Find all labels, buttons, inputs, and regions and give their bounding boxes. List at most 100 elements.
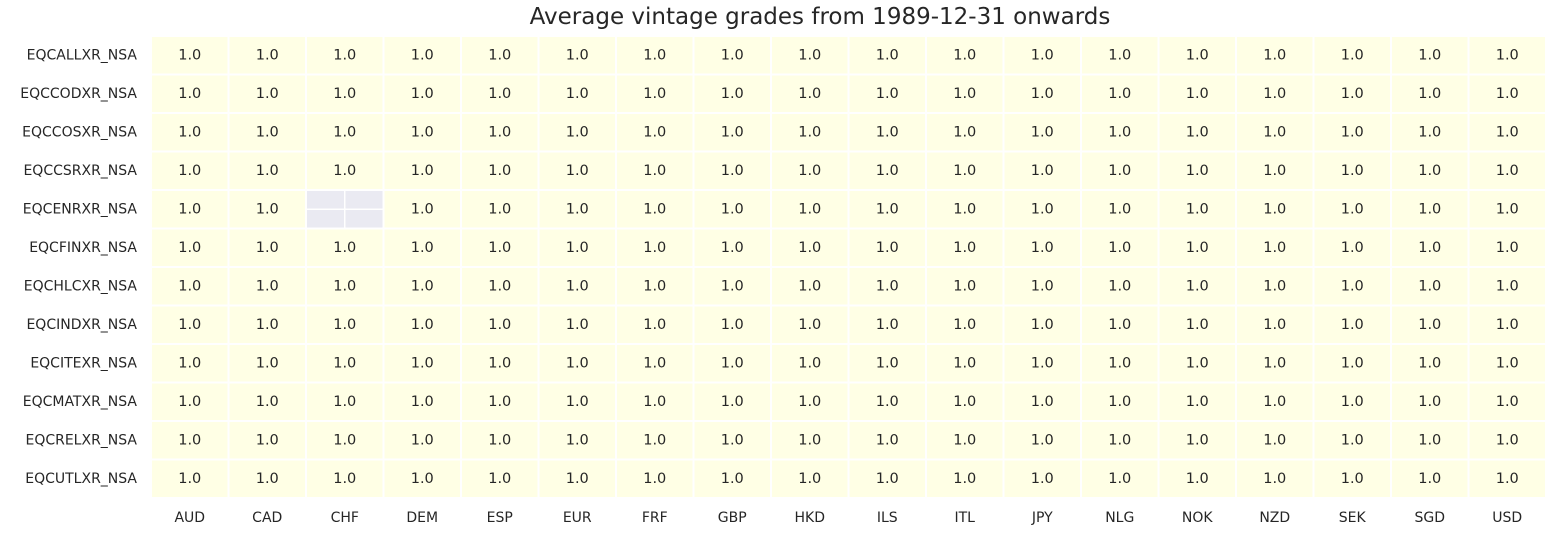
cell-value-label: 1.0 bbox=[1031, 201, 1054, 217]
cell-value-label: 1.0 bbox=[488, 201, 511, 217]
cell-value-label: 1.0 bbox=[1186, 86, 1209, 102]
heatmap-cell bbox=[1082, 422, 1158, 459]
heatmap-cell bbox=[1159, 460, 1235, 497]
heatmap-cell bbox=[927, 114, 1003, 151]
heatmap-cell bbox=[772, 268, 848, 305]
cell-value-label: 1.0 bbox=[411, 124, 434, 140]
cell-value-label: 1.0 bbox=[1496, 471, 1519, 487]
cell-value-label: 1.0 bbox=[876, 317, 899, 333]
heatmap-cell bbox=[384, 460, 460, 497]
heatmap-cell bbox=[462, 422, 538, 459]
heatmap-cell bbox=[229, 37, 305, 74]
heatmap-cell bbox=[927, 268, 1003, 305]
heatmap-cell bbox=[1392, 75, 1468, 112]
cell-value-label: 1.0 bbox=[798, 163, 821, 179]
cell-value-label: 1.0 bbox=[566, 432, 589, 448]
heatmap-cell bbox=[307, 37, 383, 74]
heatmap-cell bbox=[307, 422, 383, 459]
cell-value-label: 1.0 bbox=[876, 471, 899, 487]
heatmap-cell bbox=[539, 229, 615, 266]
heatmap-cell bbox=[849, 345, 925, 382]
heatmap-cell bbox=[694, 152, 770, 189]
cell-value-label: 1.0 bbox=[488, 278, 511, 294]
heatmap-cell bbox=[1159, 114, 1235, 151]
heatmap-cell bbox=[229, 268, 305, 305]
x-tick-label: ILS bbox=[877, 510, 898, 526]
x-tick-label: SEK bbox=[1339, 510, 1367, 526]
heatmap-cell bbox=[229, 75, 305, 112]
cell-value-label: 1.0 bbox=[411, 86, 434, 102]
heatmap-cell bbox=[617, 229, 693, 266]
heatmap-cell bbox=[694, 229, 770, 266]
cell-value-label: 1.0 bbox=[1341, 240, 1364, 256]
heatmap-cell bbox=[1082, 306, 1158, 343]
cell-value-label: 1.0 bbox=[1418, 124, 1441, 140]
heatmap-cell bbox=[849, 114, 925, 151]
cell-value-label: 1.0 bbox=[721, 394, 744, 410]
heatmap-cell bbox=[1392, 229, 1468, 266]
cell-value-label: 1.0 bbox=[333, 240, 356, 256]
cell-value-label: 1.0 bbox=[953, 355, 976, 371]
cell-value-label: 1.0 bbox=[1341, 201, 1364, 217]
cell-value-label: 1.0 bbox=[178, 201, 201, 217]
heatmap-cell bbox=[1004, 460, 1080, 497]
heatmap-cell bbox=[152, 229, 228, 266]
cell-value-label: 1.0 bbox=[953, 278, 976, 294]
cell-value-label: 1.0 bbox=[1341, 86, 1364, 102]
heatmap-cell bbox=[694, 306, 770, 343]
heatmap-cell bbox=[1004, 191, 1080, 228]
heatmap-cell bbox=[617, 460, 693, 497]
heatmap-cell bbox=[1004, 229, 1080, 266]
cell-value-label: 1.0 bbox=[1108, 240, 1131, 256]
cell-value-label: 1.0 bbox=[1496, 278, 1519, 294]
cell-value-label: 1.0 bbox=[643, 432, 666, 448]
cell-value-label: 1.0 bbox=[178, 471, 201, 487]
heatmap-cell bbox=[849, 306, 925, 343]
heatmap-cell bbox=[229, 191, 305, 228]
cell-value-label: 1.0 bbox=[411, 394, 434, 410]
x-tick-label: CHF bbox=[331, 510, 359, 526]
heatmap-cell bbox=[694, 114, 770, 151]
cell-value-label: 1.0 bbox=[488, 471, 511, 487]
cell-value-label: 1.0 bbox=[1031, 163, 1054, 179]
heatmap-cell bbox=[617, 37, 693, 74]
heatmap-cell bbox=[462, 75, 538, 112]
heatmap-cell bbox=[772, 345, 848, 382]
cell-value-label: 1.0 bbox=[1496, 317, 1519, 333]
heatmap-cell bbox=[1082, 191, 1158, 228]
heatmap-cell bbox=[462, 152, 538, 189]
heatmap-cell bbox=[927, 345, 1003, 382]
cell-value-label: 1.0 bbox=[1496, 432, 1519, 448]
cell-value-label: 1.0 bbox=[876, 47, 899, 63]
heatmap-cell bbox=[1314, 383, 1390, 420]
cell-value-label: 1.0 bbox=[876, 432, 899, 448]
cell-value-label: 1.0 bbox=[1108, 317, 1131, 333]
heatmap-cell bbox=[1392, 383, 1468, 420]
heatmap-cell bbox=[1004, 383, 1080, 420]
heatmap-cell bbox=[694, 268, 770, 305]
cell-value-label: 1.0 bbox=[1263, 163, 1286, 179]
heatmap-cell bbox=[772, 383, 848, 420]
cell-value-label: 1.0 bbox=[256, 471, 279, 487]
heatmap-cell bbox=[1159, 75, 1235, 112]
heatmap-cell bbox=[1004, 306, 1080, 343]
cell-value-label: 1.0 bbox=[721, 201, 744, 217]
cell-value-label: 1.0 bbox=[488, 355, 511, 371]
cell-value-label: 1.0 bbox=[1186, 394, 1209, 410]
cell-value-label: 1.0 bbox=[488, 124, 511, 140]
cell-value-label: 1.0 bbox=[1496, 124, 1519, 140]
heatmap-cell bbox=[307, 460, 383, 497]
cell-value-label: 1.0 bbox=[1031, 355, 1054, 371]
heatmap-cell bbox=[1082, 268, 1158, 305]
cell-value-label: 1.0 bbox=[798, 124, 821, 140]
heatmap-cell bbox=[384, 422, 460, 459]
cell-value-label: 1.0 bbox=[1108, 432, 1131, 448]
heatmap-cell bbox=[539, 345, 615, 382]
x-tick-label: JPY bbox=[1031, 510, 1053, 526]
cell-value-label: 1.0 bbox=[798, 432, 821, 448]
cell-value-label: 1.0 bbox=[798, 86, 821, 102]
cell-value-label: 1.0 bbox=[566, 86, 589, 102]
heatmap-cell bbox=[462, 306, 538, 343]
heatmap-cell bbox=[694, 345, 770, 382]
y-tick-label: EQCMATXR_NSA bbox=[23, 394, 138, 410]
